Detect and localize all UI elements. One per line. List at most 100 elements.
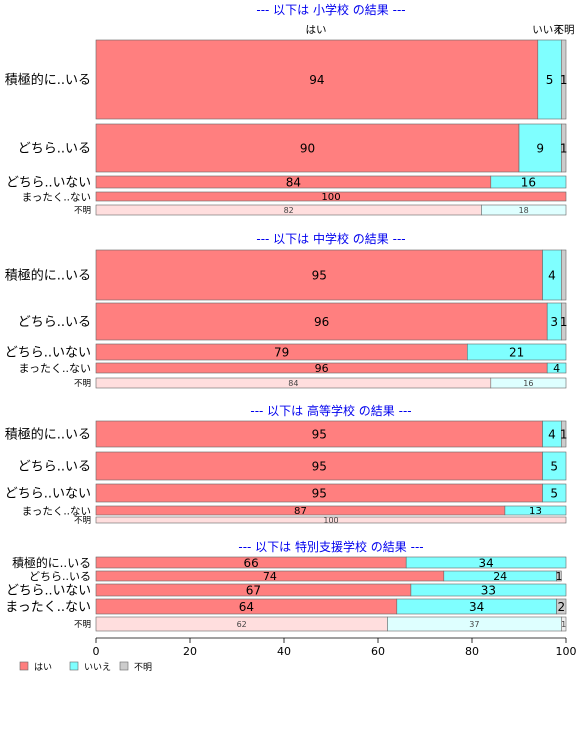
legend-label: 不明: [134, 662, 152, 673]
bar-segment-no: [490, 377, 567, 389]
bar-row: 積極的に..いる 66 34: [12, 556, 567, 570]
panel-2: --- 以下は 高等学校 の結果 --- 積極的に..いる 95 4 1 どちら..いる 9…: [5, 403, 568, 526]
bar-row: どちら..いない 79 21: [5, 343, 567, 361]
bar-segment-unknown: [556, 598, 567, 615]
bar-segment-no: [546, 362, 567, 374]
data-label: 34: [479, 556, 494, 570]
bar-segment-unknown: [560, 123, 567, 173]
data-label: 64: [239, 600, 254, 614]
data-label: 84: [288, 379, 298, 388]
data-label: 16: [521, 175, 536, 189]
column-header-no: いいえ: [532, 24, 564, 36]
column-header-yes: はい: [306, 24, 327, 36]
data-label: 95: [312, 459, 327, 473]
column-header-unknown: 不明: [554, 24, 575, 36]
row-label: どちら..いない: [5, 487, 91, 502]
data-label: 18: [519, 206, 529, 215]
data-label: 100: [321, 192, 340, 203]
data-label: 74: [263, 570, 277, 583]
bar-segment-unknown: [560, 302, 567, 341]
bar-row: 不明 84 16: [74, 377, 567, 389]
data-label: 96: [314, 315, 329, 329]
bar-segment-no: [410, 583, 567, 597]
data-label: 1: [555, 570, 562, 583]
bar-row: どちら..いない 95 5: [5, 483, 567, 503]
data-label: 62: [237, 620, 247, 629]
bar-row: まったく..ない 96 4: [18, 362, 567, 375]
data-label: 5: [550, 459, 558, 473]
data-label: 66: [244, 556, 259, 570]
row-label: 不明: [74, 206, 91, 216]
bar-row: 積極的に..いる 94 5 1: [5, 39, 568, 120]
bar-segment-no: [542, 483, 567, 503]
bar-row: まったく..ない 64 34 2: [5, 598, 567, 615]
row-label: どちら..いる: [18, 460, 91, 475]
data-label: 90: [300, 141, 315, 155]
data-label: 87: [294, 506, 307, 517]
bar-segment-unknown: [560, 616, 567, 632]
bar-segment-unknown: [560, 420, 567, 448]
data-label: 100: [323, 516, 338, 525]
row-label: どちら..いない: [6, 584, 91, 599]
bar-segment-no: [542, 451, 567, 481]
data-label: 4: [553, 362, 560, 375]
data-label: 94: [309, 73, 324, 87]
data-label: 21: [509, 345, 524, 359]
data-label: 9: [536, 141, 544, 155]
x-axis: 0 20 40 60 80 100: [93, 637, 577, 658]
data-label: 84: [286, 175, 301, 189]
bar-row: 積極的に..いる 95 4 1: [5, 420, 567, 448]
bar-row: 不明 62 37 1: [74, 616, 567, 632]
x-tick-label: 60: [371, 645, 385, 658]
bar-segment-no: [466, 343, 567, 361]
legend-swatch: [19, 661, 29, 671]
data-label: 2: [557, 600, 565, 614]
data-label: 34: [469, 600, 484, 614]
bar-segment-no: [518, 123, 562, 173]
panel-title: --- 以下は 中学校 の結果 ---: [256, 231, 405, 246]
row-label: 積極的に..いる: [5, 268, 91, 284]
panel-1: --- 以下は 中学校 の結果 --- 積極的に..いる 95 4 どちら..いる 96 3…: [5, 231, 568, 389]
bar-segment-no: [504, 505, 567, 516]
data-label: 1: [561, 620, 566, 629]
data-label: 95: [312, 268, 327, 282]
row-label: 不明: [74, 516, 91, 526]
x-tick-label: 80: [465, 645, 479, 658]
legend-label: はい: [34, 662, 52, 673]
bar-segment-yes: [95, 249, 543, 301]
bar-segment-yes: [95, 451, 543, 481]
bar-row: どちら..いる 74 24 1: [29, 570, 562, 583]
bar-segment-yes: [95, 191, 567, 202]
bar-segment-unknown: [560, 39, 567, 120]
data-label: 67: [246, 583, 261, 597]
x-tick-label: 40: [277, 645, 291, 658]
data-label: 5: [550, 486, 558, 500]
panel-3: --- 以下は 特別支援学校 の結果 --- 積極的に..いる 66 34 どちら..い…: [5, 539, 567, 632]
bar-row: 積極的に..いる 95 4: [5, 249, 567, 301]
bar-segment-yes: [95, 123, 520, 173]
bar-row: 不明 82 18: [74, 204, 567, 216]
row-label: どちら..いる: [29, 570, 91, 583]
row-label: まったく..ない: [18, 362, 91, 375]
data-label: 37: [469, 620, 479, 629]
bar-row: どちら..いない 84 16: [6, 175, 567, 191]
data-label: 1: [560, 315, 568, 329]
x-tick-label: 0: [93, 645, 100, 658]
data-label: 5: [546, 73, 554, 87]
x-tick-label: 20: [183, 645, 197, 658]
bar-segment-yes: [95, 420, 543, 448]
data-label: 95: [312, 427, 327, 441]
row-label: 積極的に..いる: [5, 427, 91, 443]
panel-title: --- 以下は 特別支援学校 の結果 ---: [238, 539, 423, 554]
panel-title: --- 以下は 小学校 の結果 ---: [256, 2, 405, 17]
bar-segment-no: [481, 204, 567, 216]
bar-segment-unknown: [556, 570, 562, 582]
row-label: 不明: [74, 379, 91, 389]
row-label: 積極的に..いる: [12, 556, 91, 570]
data-label: 16: [523, 379, 533, 388]
bar-segment-no: [490, 175, 567, 189]
data-label: 79: [274, 345, 289, 359]
bar-segment-unknown: [560, 249, 567, 301]
data-label: 1: [560, 73, 568, 87]
